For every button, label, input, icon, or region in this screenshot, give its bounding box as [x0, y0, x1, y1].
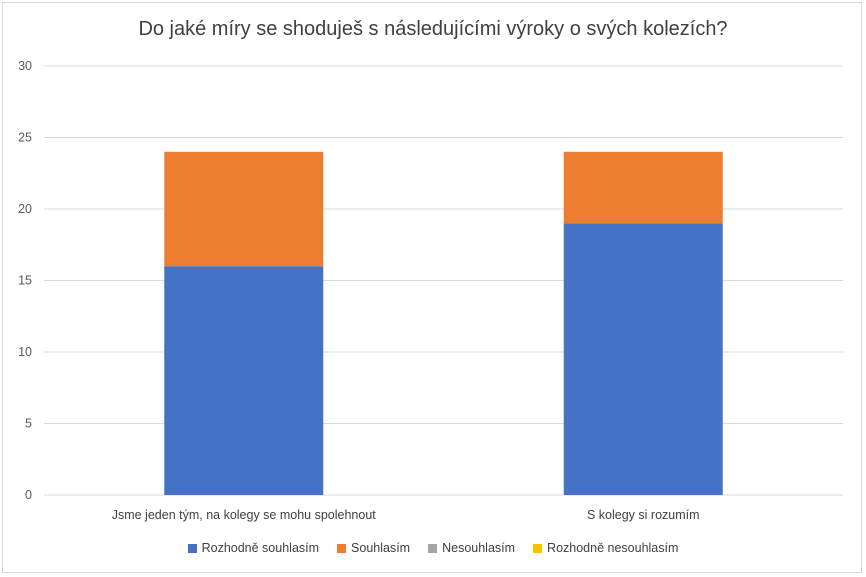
legend-item: Nesouhlasím: [428, 541, 515, 555]
y-tick-label: 15: [18, 274, 32, 288]
legend-label: Nesouhlasím: [442, 541, 516, 555]
x-category-label: S kolegy si rozumím: [587, 508, 700, 522]
x-category-label: Jsme jeden tým, na kolegy se mohu spoleh…: [112, 508, 377, 522]
y-tick-label: 30: [18, 59, 32, 73]
legend-item: Rozhodně nesouhlasím: [533, 541, 678, 555]
bar-segment: [164, 266, 324, 495]
bar-segment: [164, 151, 324, 267]
chart-legend: Rozhodně souhlasím Souhlasím Nesouhlasím Ro…: [0, 541, 866, 555]
y-tick-label: 5: [25, 417, 32, 431]
legend-item: Rozhodně souhlasím: [187, 541, 320, 555]
y-tick-label: 10: [18, 345, 32, 359]
legend-swatch: [533, 543, 543, 553]
legend-swatch: [187, 543, 197, 553]
legend-swatch: [337, 543, 347, 553]
legend-swatch: [428, 543, 438, 553]
legend-label: Rozhodně souhlasím: [201, 541, 320, 555]
legend-label: Souhlasím: [351, 541, 411, 555]
legend-item: Souhlasím: [337, 541, 410, 555]
y-tick-label: 0: [25, 488, 32, 502]
chart-title: Do jaké míry se shoduješ s následujícími…: [138, 18, 728, 40]
legend-label: Rozhodně nesouhlasím: [547, 541, 679, 555]
y-tick-label: 25: [18, 131, 32, 145]
bar-segment: [563, 223, 723, 496]
y-tick-label: 20: [18, 202, 32, 216]
bar-segment: [563, 151, 723, 224]
